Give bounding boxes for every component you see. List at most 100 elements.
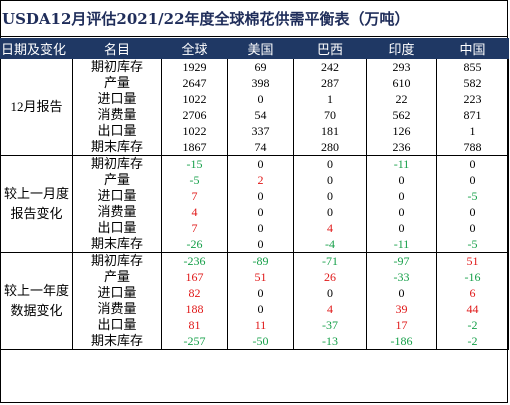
table-row: 期末库存 1867 74 280 236 788: [1, 139, 509, 156]
cell-value: 0: [227, 155, 294, 172]
cell-value: -5: [436, 188, 509, 204]
row-item-label: 期初库存: [72, 155, 162, 172]
cell-value: 0: [366, 172, 437, 188]
table-row: 进口量 1022 0 1 22 223: [1, 91, 509, 107]
row-item-label: 期初库存: [72, 252, 162, 269]
header-global: 全球: [161, 38, 228, 59]
row-item-label: 期初库存: [72, 58, 162, 75]
cell-value: 1867: [161, 139, 228, 156]
cell-value: 51: [436, 252, 509, 269]
cell-value: -97: [366, 252, 437, 269]
cell-value: 0: [227, 236, 294, 253]
row-item-label: 消费量: [72, 107, 162, 123]
table-row: 产量 167 51 26 -33 -16: [1, 269, 509, 285]
cell-value: 610: [366, 75, 437, 91]
cell-value: 398: [227, 75, 294, 91]
table-row: 12月报告 期初库存 1929 69 242 293 855: [0, 58, 509, 156]
cell-value: 0: [227, 91, 294, 107]
cell-value: -37: [293, 317, 367, 333]
row-item-label: 产量: [72, 75, 162, 91]
cell-value: 0: [366, 285, 437, 301]
cell-value: -2: [436, 317, 509, 333]
row-item-label: 出口量: [72, 317, 162, 333]
cell-value: 855: [436, 58, 509, 75]
cell-value: 582: [436, 75, 509, 91]
cell-value: 0: [366, 188, 437, 204]
cell-value: 0: [436, 220, 509, 236]
cell-value: 74: [227, 139, 294, 156]
cell-value: 287: [293, 75, 367, 91]
cell-value: -50: [227, 333, 294, 350]
cell-value: -2: [436, 333, 509, 350]
cell-value: 11: [227, 317, 294, 333]
table-row: 进口量 7 0 0 0 -5: [1, 188, 509, 204]
table-row: 出口量 81 11 -37 17 -2: [1, 317, 509, 333]
row-item-label: 出口量: [72, 123, 162, 139]
table-row: 出口量 7 0 4 0 0: [1, 220, 509, 236]
cell-value: -5: [161, 172, 228, 188]
cell-value: 0: [227, 220, 294, 236]
cell-value: 7: [161, 220, 228, 236]
cell-value: -33: [366, 269, 437, 285]
cell-value: 70: [293, 107, 367, 123]
cell-value: 337: [227, 123, 294, 139]
table-body: 12月报告 期初库存 1929 69 242 293 855 产量 2647 398 287 610 5…: [0, 58, 509, 350]
cell-value: 2647: [161, 75, 228, 91]
cell-value: 0: [293, 285, 367, 301]
cell-value: 26: [293, 269, 367, 285]
table-row: 进口量 82 0 0 0 6: [1, 285, 509, 301]
cell-value: -11: [366, 236, 437, 253]
table-row: 产量 -5 2 0 0 0: [1, 172, 509, 188]
cell-value: 871: [436, 107, 509, 123]
cell-value: 223: [436, 91, 509, 107]
cell-value: -11: [366, 155, 437, 172]
cell-value: 0: [436, 172, 509, 188]
section-label: 较上一月度报告变化: [0, 155, 73, 253]
cell-value: -186: [366, 333, 437, 350]
cell-value: 562: [366, 107, 437, 123]
cell-value: 51: [227, 269, 294, 285]
cell-value: -16: [436, 269, 509, 285]
cell-value: -71: [293, 252, 367, 269]
cell-value: -13: [293, 333, 367, 350]
row-item-label: 出口量: [72, 220, 162, 236]
cell-value: -5: [436, 236, 509, 253]
cell-value: 293: [366, 58, 437, 75]
header-period: 日期及变化: [0, 38, 73, 59]
header-brazil: 巴西: [293, 38, 367, 59]
row-item-label: 进口量: [72, 91, 162, 107]
cell-value: 0: [366, 220, 437, 236]
cell-value: 81: [161, 317, 228, 333]
cell-value: -15: [161, 155, 228, 172]
cell-value: 126: [366, 123, 437, 139]
table-title: USDA12月评估2021/22年度全球棉花供需平衡表（万吨）: [0, 0, 508, 37]
row-item-label: 产量: [72, 269, 162, 285]
cell-value: -4: [293, 236, 367, 253]
table-row: 期末库存 -257 -50 -13 -186 -2: [1, 333, 509, 350]
cell-value: 0: [436, 204, 509, 220]
cell-value: 69: [227, 58, 294, 75]
cell-value: 1929: [161, 58, 228, 75]
row-item-label: 产量: [72, 172, 162, 188]
cell-value: -89: [227, 252, 294, 269]
cell-value: 6: [436, 285, 509, 301]
cell-value: 0: [293, 155, 367, 172]
cell-value: -257: [161, 333, 228, 350]
cell-value: 1: [436, 123, 509, 139]
cell-value: 0: [293, 204, 367, 220]
cell-value: 0: [293, 172, 367, 188]
cell-value: 4: [293, 220, 367, 236]
table-row: 较上一月度报告变化 期初库存 -15 0 0 -11 0: [0, 155, 509, 253]
header-india: 印度: [366, 38, 437, 59]
cell-value: 2706: [161, 107, 228, 123]
table-row: 消费量 2706 54 70 562 871: [1, 107, 509, 123]
header-usa: 美国: [227, 38, 294, 59]
table-row: 期末库存 -26 0 -4 -11 -5: [1, 236, 509, 253]
cell-value: 242: [293, 58, 367, 75]
cell-value: 54: [227, 107, 294, 123]
cell-value: 0: [227, 204, 294, 220]
header-item: 名目: [72, 38, 162, 59]
row-item-label: 期末库存: [72, 333, 162, 350]
cell-value: 0: [366, 204, 437, 220]
header-china: 中国: [436, 38, 509, 59]
